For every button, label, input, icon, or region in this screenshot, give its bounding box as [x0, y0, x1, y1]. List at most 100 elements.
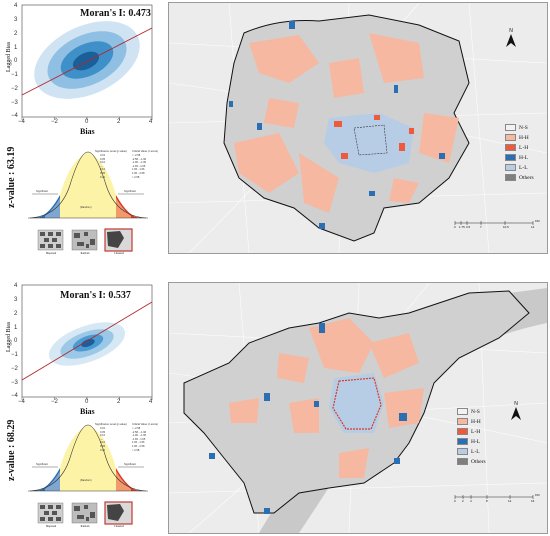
legend-item: H-L	[457, 438, 480, 445]
scale-tick: 1.75	[459, 225, 465, 229]
legend-label: L-H	[519, 144, 529, 151]
legend-label: N-S	[471, 408, 480, 415]
scale-tick: 4	[470, 499, 472, 503]
y-tick: −4	[11, 113, 18, 119]
legend-label: L-H	[471, 428, 481, 435]
bell-label-left: Significant	[36, 463, 48, 466]
lisa-map-top[interactable]: N-S H-H L-H H-L L-L Others N	[168, 2, 548, 254]
legend-swatch	[457, 438, 468, 445]
y-tick: 2	[14, 31, 18, 37]
x-tick: −2	[51, 399, 58, 405]
legend-label: H-H	[519, 134, 529, 141]
y-tick: 4	[14, 3, 18, 9]
legend-swatch	[505, 174, 516, 181]
legend-label: H-H	[471, 418, 481, 425]
moran-scatter-top: Moran's I: 0.473 Lagged Bias Bias −4 −2 …	[0, 0, 165, 140]
x-tick: 2	[117, 399, 121, 405]
pattern-caption: Clustered	[114, 252, 124, 255]
legend-swatch	[505, 164, 516, 171]
x-tick: −2	[51, 119, 58, 125]
y-tick: −4	[11, 393, 18, 399]
sig-z: > 2.58	[132, 448, 140, 452]
pattern-caption: Random	[80, 252, 90, 255]
y-tick: −2	[11, 86, 18, 92]
lisa-map-bottom[interactable]: N-S H-H L-H H-L L-L Others N	[168, 282, 548, 534]
legend-item: H-L	[505, 154, 528, 161]
sig-p: 0.01	[100, 175, 106, 179]
scale-tick: 0	[454, 225, 456, 229]
sig-p: 0.05	[100, 430, 106, 434]
pattern-caption: Dispersed	[45, 525, 57, 528]
y-tick: −3	[11, 380, 18, 386]
legend-swatch	[457, 408, 468, 415]
sig-p: 0.01	[100, 154, 106, 157]
legend-swatch	[505, 144, 516, 151]
sig-p: 0.05	[100, 157, 106, 161]
sig-z: 1.65 - 1.96	[132, 441, 145, 445]
legend-swatch	[505, 134, 516, 141]
scale-tick: 16	[531, 499, 535, 503]
bell-label-center: (Random)	[80, 206, 92, 209]
bell-label-right: Significant	[124, 190, 136, 193]
legend-swatch	[457, 448, 468, 455]
scale-bar: KM 0 1.75 3.5 7 10.5 14	[453, 217, 543, 229]
panel-bottom: Moran's I: 0.537 Lagged Bias Bias −4 −2 …	[0, 268, 550, 536]
legend-item: L-L	[457, 448, 480, 455]
legend-item: Others	[505, 174, 534, 181]
legend-swatch	[457, 458, 468, 465]
moran-scatter-bottom: Moran's I: 0.537 Lagged Bias Bias −4 −2 …	[0, 280, 165, 420]
scale-tick: 12	[508, 499, 512, 503]
legend-item: Others	[457, 458, 486, 465]
x-tick: 4	[149, 119, 153, 125]
scale-tick: 8	[486, 499, 488, 503]
legend-swatch	[505, 154, 516, 161]
y-tick: −3	[11, 100, 18, 106]
x-tick: 4	[149, 399, 153, 405]
scale-bar: KM 0 2 4 8 12 16	[453, 491, 543, 503]
sig-p: 0.10	[100, 434, 106, 438]
legend-item: N-S	[505, 124, 528, 131]
x-axis-label: Bias	[80, 127, 95, 136]
sig-p: ---	[100, 164, 103, 168]
legend-label: L-L	[471, 448, 480, 455]
sig-p: 0.10	[100, 161, 106, 165]
y-tick: 3	[14, 17, 18, 23]
scale-tick: 2	[462, 499, 464, 503]
legend-item: L-H	[457, 428, 480, 435]
x-tick: 0	[85, 399, 89, 405]
legend-item: L-H	[505, 144, 528, 151]
sig-header-p: Significance Level (p-value)	[95, 150, 127, 153]
sig-z: -2.58 - -1.96	[132, 157, 147, 161]
sig-z: 1.65 - 1.96	[132, 168, 145, 172]
legend-label: Others	[519, 174, 534, 181]
sig-header-z: Critical Value (z-score)	[132, 150, 159, 153]
legend-label: Others	[471, 458, 486, 465]
scale-unit: KM	[535, 493, 540, 497]
sig-z: 1.96 - 2.58	[132, 444, 145, 448]
sig-p: 0.10	[100, 441, 106, 445]
bell-label-right: Significant	[124, 463, 136, 466]
x-tick: 0	[85, 119, 89, 125]
pattern-caption: Random	[80, 525, 90, 528]
pattern-caption: Dispersed	[45, 252, 57, 255]
moran-title: Moran's I: 0.473	[80, 8, 151, 19]
legend-swatch	[457, 418, 468, 425]
x-tick: −4	[18, 399, 25, 405]
sig-z: < -2.58	[132, 154, 141, 157]
significance-panel-top: z-value : 63.19 Sign	[0, 140, 165, 268]
sig-z: 1.96 - 2.58	[132, 171, 145, 175]
north-label: N	[509, 28, 513, 34]
panel-top: Moran's I: 0.473 Lagged Bias Bias −4 −2 …	[0, 0, 548, 268]
sig-p: 0.05	[100, 444, 106, 448]
scale-unit: KM	[535, 219, 540, 223]
y-tick: −2	[11, 366, 18, 372]
bell-label-left: Significant	[36, 190, 48, 193]
y-tick: 1	[14, 45, 18, 51]
y-tick: 3	[14, 297, 18, 303]
sig-p: 0.01	[100, 448, 106, 452]
pattern-caption: Clustered	[114, 525, 124, 528]
sig-p: 0.01	[100, 427, 106, 430]
legend-item: H-H	[457, 418, 481, 425]
legend-label: N-S	[519, 124, 528, 131]
scale-tick: 7	[480, 225, 482, 229]
